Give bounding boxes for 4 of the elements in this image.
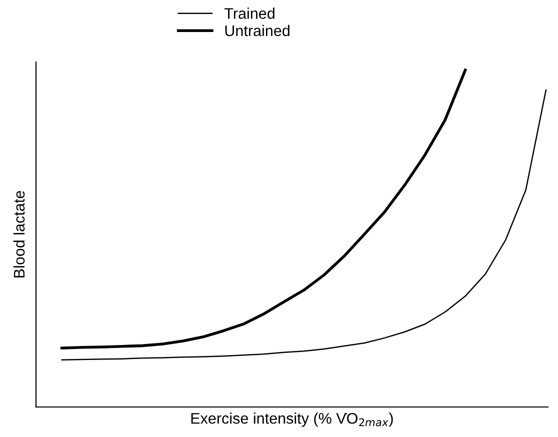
x-axis-title: Exercise intensity (% V̇O$_{2max}$)	[191, 412, 393, 427]
legend-label: Untrained	[225, 24, 290, 36]
y-axis-title: Blood lactate	[13, 191, 25, 278]
legend-label: Trained	[224, 8, 274, 19]
